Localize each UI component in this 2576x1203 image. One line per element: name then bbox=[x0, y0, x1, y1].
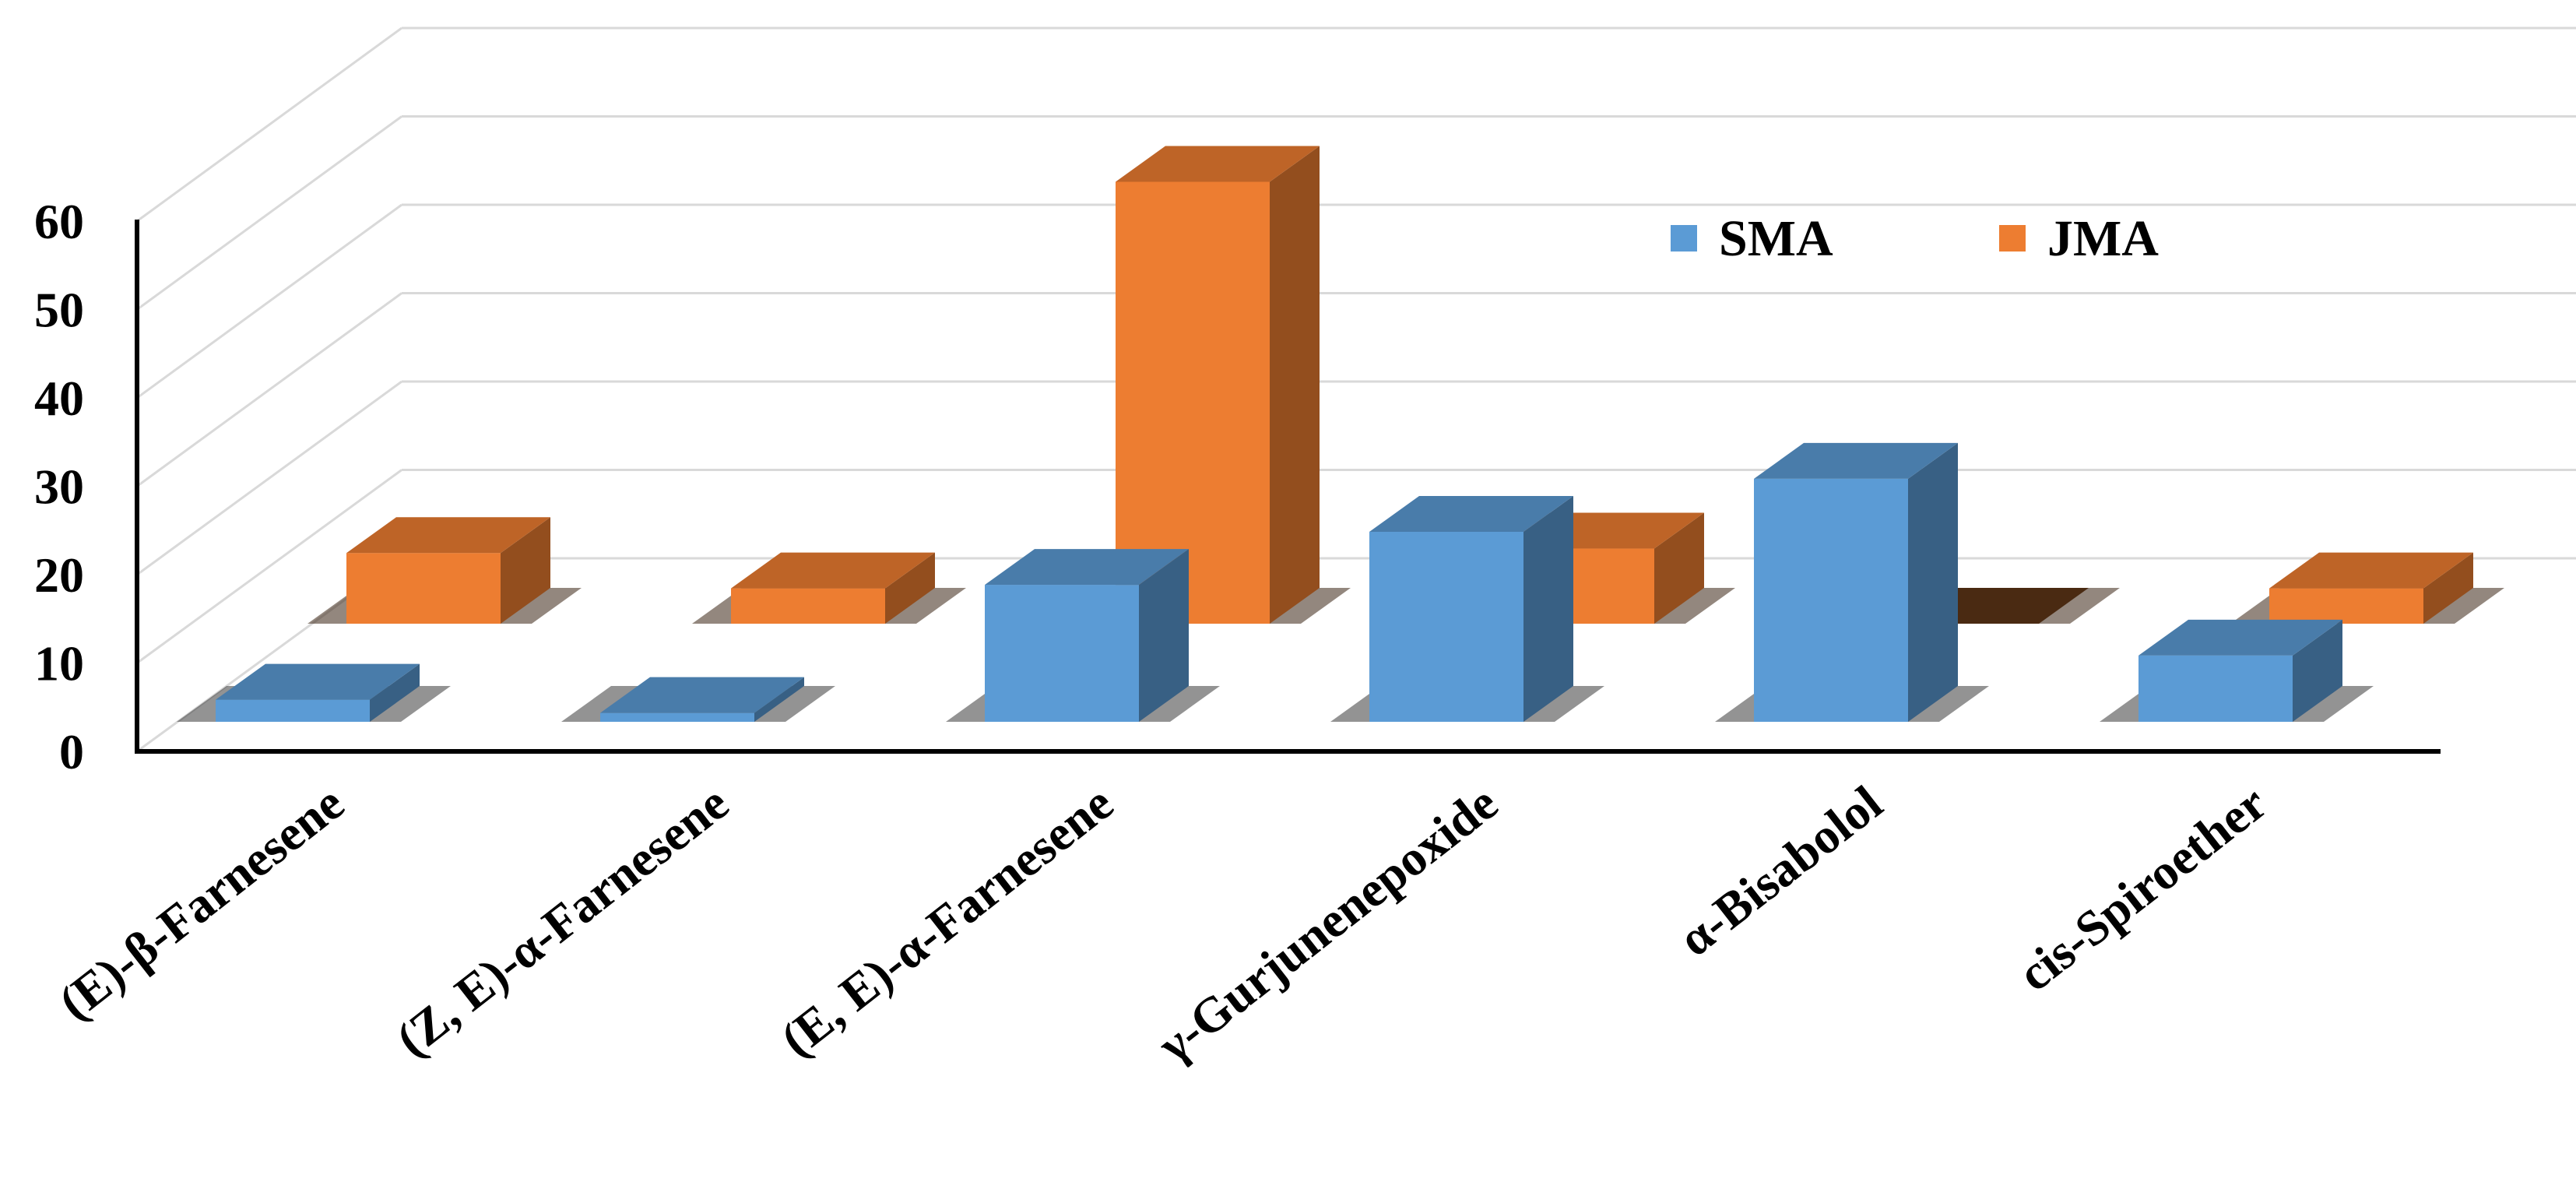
legend-label: SMA bbox=[1719, 210, 1833, 267]
legend-swatch bbox=[1671, 225, 1697, 252]
bar-jma bbox=[308, 517, 582, 624]
bar-side-face bbox=[885, 552, 935, 624]
bar-front-face bbox=[1369, 531, 1523, 722]
legend-item: SMA bbox=[1671, 210, 1833, 267]
legend: SMA JMA bbox=[1671, 210, 2159, 267]
bars bbox=[177, 146, 2504, 722]
x-tick-label: (Z, E)-α-Farnesene bbox=[386, 775, 739, 1068]
y-tick-label: 20 bbox=[34, 547, 84, 603]
y-tick-label: 30 bbox=[34, 459, 84, 515]
bar-side-face bbox=[370, 663, 420, 722]
gridline-diagonal bbox=[136, 26, 402, 223]
x-tick-label: (E)-β-Farnesene bbox=[48, 775, 353, 1030]
bar-front-face bbox=[2269, 588, 2423, 624]
bar-side-face bbox=[2293, 619, 2342, 722]
bar-top-face bbox=[1116, 146, 1320, 182]
bar-front-face bbox=[985, 585, 1139, 722]
gridline-diagonal bbox=[136, 380, 402, 576]
bar-front-face bbox=[346, 553, 501, 624]
bar-side-face bbox=[1270, 146, 1320, 624]
x-tick-label: (E, E)-α-Farnesene bbox=[771, 775, 1123, 1068]
bar-front-face bbox=[731, 588, 885, 624]
bar-front-face bbox=[2138, 655, 2293, 722]
x-tick-label: cis-Spiroether bbox=[2008, 775, 2276, 1002]
bar-top-face bbox=[1754, 442, 1958, 479]
bar-top-face bbox=[1369, 495, 1573, 532]
bar-front-face bbox=[1754, 478, 1908, 722]
gridline-diagonal bbox=[136, 115, 402, 311]
bar-sma bbox=[946, 549, 1220, 722]
x-tick-label: γ-Gurjunenepoxide bbox=[1147, 775, 1507, 1074]
bar-side-face bbox=[1523, 495, 1573, 722]
x-tick-label: α-Bisabolol bbox=[1668, 775, 1892, 967]
bar-sma bbox=[2100, 619, 2374, 722]
bar-side-face bbox=[1908, 442, 1958, 722]
bar-sma bbox=[561, 677, 835, 722]
bar-sma bbox=[1715, 442, 1989, 722]
gridline-diagonal bbox=[136, 292, 402, 487]
bar-top-face bbox=[346, 517, 550, 554]
legend-label: JMA bbox=[2047, 210, 2159, 267]
bar-front-face bbox=[216, 699, 370, 722]
bar-front-face bbox=[600, 712, 754, 722]
y-tick-label: 0 bbox=[59, 724, 84, 779]
gridline-diagonal bbox=[136, 203, 402, 399]
y-tick-label: 40 bbox=[34, 371, 84, 426]
y-tick-label: 50 bbox=[34, 283, 84, 338]
bar-top-face bbox=[2138, 619, 2342, 656]
bar-top-face bbox=[731, 552, 935, 589]
bar-top-face bbox=[600, 677, 804, 713]
axes bbox=[135, 220, 2441, 754]
bar-side-face bbox=[1654, 512, 1704, 624]
gridlines bbox=[136, 26, 2576, 753]
bar-jma bbox=[2230, 552, 2504, 624]
bar-side-face bbox=[501, 517, 550, 624]
legend-item: JMA bbox=[1999, 210, 2159, 267]
bar-sma bbox=[1330, 495, 1604, 722]
bar-sma bbox=[177, 663, 451, 722]
bar-top-face bbox=[2269, 552, 2473, 589]
y-tick-label: 60 bbox=[34, 194, 84, 249]
legend-swatch bbox=[1999, 225, 2026, 252]
bar-side-face bbox=[754, 677, 804, 722]
bar-side-face bbox=[2423, 552, 2473, 624]
y-tick-label: 10 bbox=[34, 636, 84, 691]
bar-jma bbox=[692, 552, 966, 624]
bar-top-face bbox=[985, 549, 1189, 586]
gridline-diagonal bbox=[136, 469, 402, 664]
bar-top-face bbox=[216, 663, 420, 700]
bar-side-face bbox=[1139, 549, 1189, 722]
